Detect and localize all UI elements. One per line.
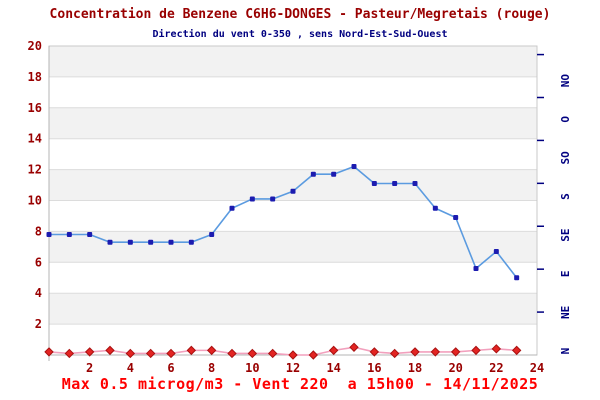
- wind-direction-point: [209, 231, 215, 237]
- max-stats-label: Max 0.5 microg/m3 - Vent 220 a 15h00 - 1…: [61, 375, 539, 393]
- plot-band: [49, 293, 537, 325]
- y-axis-tick-label: 4: [35, 286, 42, 300]
- benzene-point: [84, 347, 95, 357]
- y-axis-tick-label: 6: [35, 255, 42, 269]
- wind-direction-point: [188, 239, 194, 245]
- wind-direction-point: [168, 239, 174, 245]
- benzene-point: [166, 348, 176, 359]
- wind-direction-point: [351, 164, 357, 170]
- y-axis-tick-label: 8: [35, 224, 42, 238]
- x-axis-tick-label: 6: [167, 361, 174, 375]
- x-axis-tick-label: 18: [408, 361, 422, 375]
- wind-direction-label: SO: [559, 151, 572, 165]
- benzene-point: [105, 345, 115, 356]
- benzene-point: [430, 347, 441, 357]
- wind-direction-label: S: [559, 193, 572, 200]
- benzene-point: [247, 348, 258, 359]
- plot-band: [49, 76, 537, 108]
- x-axis-tick-label: 20: [448, 361, 462, 375]
- chart-subtitle: Direction du vent 0-350 , sens Nord-Est-…: [152, 29, 448, 40]
- benzene-point: [44, 347, 54, 357]
- benzene-point: [288, 350, 298, 360]
- wind-direction-point: [493, 248, 499, 254]
- plot-band: [49, 262, 537, 294]
- x-axis-tick-label: 4: [127, 361, 134, 375]
- plot-band: [49, 107, 537, 139]
- wind-direction-point: [249, 196, 255, 202]
- wind-direction-point: [310, 171, 316, 177]
- benzene-point: [145, 348, 156, 359]
- y-axis-tick-label: 14: [28, 132, 42, 146]
- benzene-point: [125, 348, 136, 359]
- plot-band: [49, 200, 537, 232]
- wind-direction-point: [270, 196, 276, 202]
- wind-direction-point: [127, 239, 133, 245]
- wind-direction-point: [107, 239, 113, 245]
- benzene-point: [227, 348, 237, 359]
- benzene-point: [410, 347, 420, 357]
- benzene-point: [369, 347, 380, 357]
- x-axis-tick-label: 24: [530, 361, 544, 375]
- wind-direction-label: NE: [559, 306, 572, 319]
- plot-band: [49, 169, 537, 201]
- plot-band: [49, 138, 537, 170]
- benzene-point: [389, 348, 400, 359]
- y-axis-tick-label: 20: [28, 39, 42, 53]
- wind-direction-point: [290, 188, 296, 194]
- wind-direction-point: [148, 239, 154, 245]
- x-axis-tick-label: 22: [489, 361, 503, 375]
- y-axis-tick-label: 10: [28, 194, 42, 208]
- x-axis-tick-label: 2: [86, 361, 93, 375]
- benzene-point: [267, 348, 278, 359]
- wind-direction-label: SE: [559, 229, 572, 242]
- y-axis-tick-label: 12: [28, 163, 42, 177]
- benzene-point: [328, 345, 339, 356]
- y-axis-tick-label: 18: [28, 70, 42, 84]
- wind-direction-point: [87, 231, 93, 237]
- plot-band: [49, 46, 537, 77]
- x-axis-tick-label: 8: [208, 361, 215, 375]
- x-axis-tick-label: 10: [245, 361, 259, 375]
- wind-direction-point: [473, 265, 479, 271]
- wind-direction-point: [46, 231, 52, 237]
- wind-direction-line: [49, 165, 518, 279]
- wind-direction-point: [453, 214, 459, 220]
- benzene-point: [186, 345, 197, 356]
- wind-direction-label: E: [559, 270, 572, 277]
- y-axis-tick-label: 2: [35, 317, 42, 331]
- benzene-point: [471, 345, 481, 356]
- x-axis-tick-label: 16: [367, 361, 381, 375]
- x-axis-tick-label: 14: [326, 361, 340, 375]
- chart-title: Concentration de Benzene C6H6-DONGES - P…: [49, 7, 551, 22]
- wind-direction-label: O: [559, 116, 572, 123]
- plot-band: [49, 231, 537, 263]
- wind-direction-point: [412, 181, 418, 187]
- wind-direction-point: [331, 171, 337, 177]
- wind-direction-point: [371, 181, 377, 187]
- benzene-point: [206, 345, 217, 356]
- wind-direction-label: N: [559, 348, 572, 355]
- benzene-point: [64, 348, 75, 359]
- x-axis-tick-label: 12: [286, 361, 300, 375]
- wind-direction-point: [66, 231, 72, 237]
- benzene-point: [491, 344, 502, 354]
- wind-direction-point: [432, 205, 438, 211]
- benzene-point: [308, 350, 319, 360]
- benzene-point: [511, 345, 522, 356]
- wind-direction-label: NO: [559, 74, 572, 88]
- wind-direction-point: [514, 275, 520, 281]
- benzene-point: [450, 347, 461, 357]
- benzene-point: [349, 342, 359, 352]
- y-axis-tick-label: 16: [28, 101, 42, 115]
- wind-direction-point: [229, 205, 235, 211]
- wind-direction-point: [392, 181, 398, 187]
